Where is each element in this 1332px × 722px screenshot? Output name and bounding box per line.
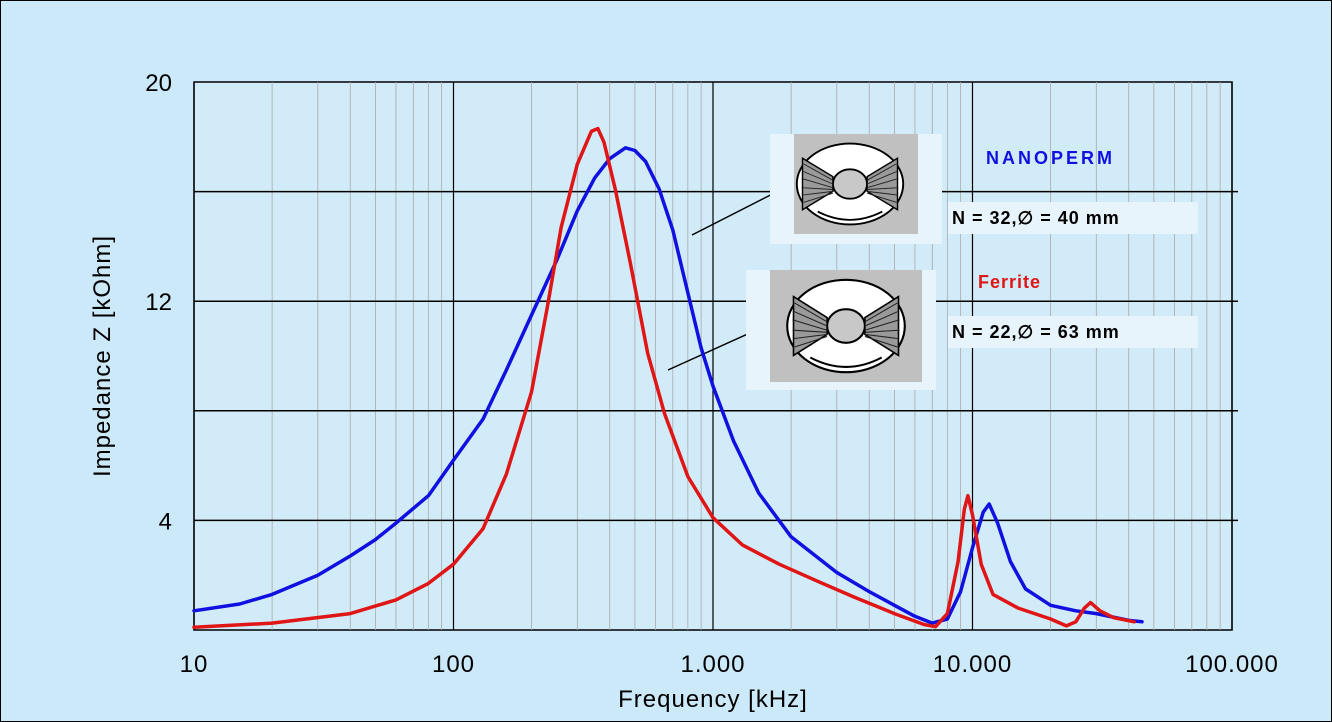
y-tick-labels: 4 12 20 bbox=[145, 70, 172, 535]
ferrite-spec: N = 22,∅ = 63 mm bbox=[952, 322, 1120, 342]
nanoperm-label: NANOPERM bbox=[986, 148, 1115, 168]
series-line-nanoperm bbox=[192, 146, 1144, 625]
x-tick-labels: 10 100 1.000 10.000 100.000 bbox=[180, 651, 1279, 678]
y-tick-label: 20 bbox=[145, 70, 172, 97]
major-gridlines bbox=[193, 82, 1233, 630]
toroidal-core-icon bbox=[795, 142, 905, 226]
x-tick-label: 10.000 bbox=[933, 651, 1012, 678]
toroidal-core-icon bbox=[786, 278, 906, 374]
nanoperm-spec: N = 32,∅ = 40 mm bbox=[952, 208, 1120, 228]
series-layer bbox=[192, 126, 1144, 630]
x-tick-label: 100 bbox=[432, 651, 475, 678]
series-line-ferrite bbox=[192, 126, 1136, 630]
y-axis-title: Impedance Z [kOhm] bbox=[89, 235, 116, 477]
x-tick-label: 10 bbox=[180, 651, 209, 678]
y-tick-label: 4 bbox=[159, 508, 172, 535]
ferrite-label: Ferrite bbox=[978, 272, 1041, 292]
ferrite-core-image bbox=[746, 270, 936, 390]
nanoperm-core-image bbox=[770, 134, 942, 244]
x-axis-title: Frequency [kHz] bbox=[618, 686, 808, 713]
ferrite-spec-box bbox=[948, 316, 1198, 348]
nanoperm-spec-box bbox=[948, 202, 1198, 234]
x-tick-label: 1.000 bbox=[680, 651, 745, 678]
x-tick-label: 100.000 bbox=[1185, 651, 1279, 678]
y-tick-label: 12 bbox=[145, 289, 172, 316]
